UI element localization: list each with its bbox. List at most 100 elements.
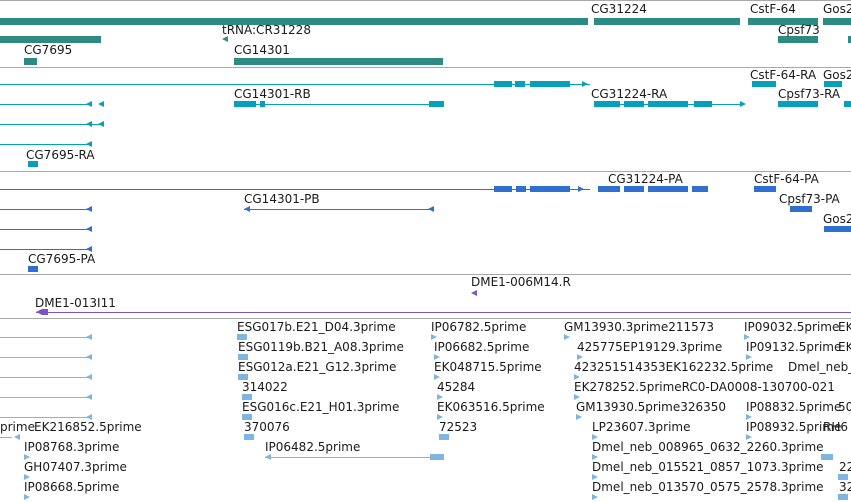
gene-feature-gos2[interactable]	[823, 18, 851, 25]
cds-exon-cpsf73[interactable]	[790, 206, 812, 212]
transcript-exon[interactable]	[648, 101, 688, 107]
transcript-label-gos2[interactable]: Gos2	[823, 68, 851, 82]
est-feature[interactable]	[744, 334, 750, 340]
est-label[interactable]: ESG016c.E21_H01.3prime	[242, 400, 400, 414]
est-feature[interactable]	[237, 334, 247, 340]
est-label[interactable]: IP06682.5prime	[434, 340, 530, 354]
cds-label-cg31224-pa[interactable]: CG31224-PA	[608, 172, 683, 186]
est-feature[interactable]	[574, 374, 580, 380]
transcript-exon[interactable]	[429, 101, 444, 107]
gene-feature-trna[interactable]	[222, 36, 228, 42]
cds-label-cpsf73-pa[interactable]: Cpsf73-PA	[779, 192, 840, 206]
est-feature[interactable]	[746, 434, 752, 440]
cds-exon[interactable]	[530, 186, 570, 192]
est-label[interactable]: 314022	[242, 380, 288, 394]
clone-feature-dme1-006m14[interactable]	[471, 290, 477, 296]
transcript-label-cg31224-ra[interactable]: CG31224-RA	[591, 87, 668, 101]
est-label[interactable]: EK048715.5prime	[434, 360, 542, 374]
transcript-exon[interactable]	[694, 101, 712, 107]
est-label[interactable]: ESG017b.E21_D04.3prime	[237, 320, 396, 334]
clone-label-dme1-013i11[interactable]: DME1-013I11	[35, 296, 116, 310]
est-label[interactable]: EK216852.5prime	[34, 420, 142, 434]
transcript-exon[interactable]	[515, 81, 525, 87]
est-label[interactable]: 45284	[437, 380, 476, 394]
est-label[interactable]: IP08668.5prime	[24, 480, 120, 494]
est-label[interactable]: 50	[838, 400, 851, 414]
cds-exon-cstf64[interactable]	[754, 186, 776, 192]
transcript-label-cstf64-ra[interactable]: CstF-64-RA	[750, 68, 817, 82]
est-label[interactable]: ESG012a.E21_G12.3prime	[238, 360, 397, 374]
cds-exon[interactable]	[692, 186, 708, 192]
est-feature[interactable]	[746, 354, 752, 360]
clone-label-dme1-006m14[interactable]: DME1-006M14.R	[471, 275, 571, 289]
est-label[interactable]: GM13930.3prime211573	[564, 320, 715, 334]
gene-label-cstf64[interactable]: CstF-64	[750, 2, 796, 16]
cds-exon-gos2[interactable]	[824, 226, 851, 232]
transcript-exon[interactable]	[530, 81, 570, 87]
est-label[interactable]: 423251514353EK162232.5prime	[574, 360, 774, 374]
gene-label-cg7695[interactable]: CG7695	[24, 43, 73, 57]
est-label[interactable]: IP09032.5prime	[744, 320, 840, 334]
est-feature[interactable]	[242, 414, 252, 420]
est-feature[interactable]	[430, 454, 444, 460]
est-feature[interactable]	[574, 394, 580, 400]
cds-exon[interactable]	[494, 186, 512, 192]
est-feature[interactable]	[434, 354, 440, 360]
transcript-label-cpsf73-ra[interactable]: Cpsf73-RA	[778, 87, 841, 101]
gene-label-trna[interactable]: tRNA:CR31228	[222, 23, 311, 37]
est-feature[interactable]	[576, 414, 582, 420]
gene-feature-cg14301[interactable]	[234, 58, 443, 65]
est-label[interactable]: EK	[838, 340, 851, 354]
est-feature[interactable]	[437, 394, 443, 400]
est-feature[interactable]	[592, 494, 598, 500]
cds-exon[interactable]	[516, 186, 526, 192]
transcript-exon[interactable]	[234, 101, 256, 107]
est-feature[interactable]	[592, 474, 598, 480]
est-feature[interactable]	[238, 354, 248, 360]
cds-label-gos2[interactable]: Gos2	[823, 212, 851, 226]
est-label[interactable]: LP23607.3prime	[592, 420, 691, 434]
clone-feature-dme1-013i11[interactable]	[36, 309, 42, 315]
transcript-exon-gos2-b[interactable]	[844, 101, 851, 107]
gene-label-cg31224[interactable]: CG31224	[591, 2, 647, 16]
gene-label-cg14301[interactable]: CG14301	[234, 43, 290, 57]
transcript-exon[interactable]	[594, 101, 620, 107]
cds-exon[interactable]	[598, 186, 620, 192]
est-label[interactable]: EK	[838, 320, 851, 334]
est-feature[interactable]	[244, 434, 254, 440]
est-label[interactable]: Dmel_neb_008965_0632_2260.3prime	[592, 440, 824, 454]
gene-feature-gos2-b[interactable]	[848, 36, 851, 43]
gene-label-cpsf73[interactable]: Cpsf73	[778, 23, 820, 37]
gene-feature-cpsf73[interactable]	[778, 36, 818, 43]
est-label[interactable]: IP08832.5prime	[746, 400, 842, 414]
cds-exon-cg7695[interactable]	[28, 266, 38, 272]
est-feature[interactable]	[437, 414, 443, 420]
est-feature[interactable]	[24, 454, 30, 460]
transcript-exon[interactable]	[494, 81, 512, 87]
est-feature[interactable]	[431, 334, 437, 340]
est-feature[interactable]	[838, 474, 848, 480]
est-feature[interactable]	[821, 454, 833, 460]
est-label[interactable]: IP09132.5prime	[746, 340, 842, 354]
est-feature[interactable]	[746, 414, 752, 420]
transcript-exon[interactable]	[624, 101, 644, 107]
cds-label-cg14301-pb[interactable]: CG14301-PB	[244, 192, 320, 206]
est-label[interactable]: Dmel_neb_013570_0575_2578.3prime	[592, 480, 824, 494]
est-feature[interactable]	[439, 434, 449, 440]
gene-feature-cg7695-upper[interactable]	[0, 36, 101, 43]
est-feature[interactable]	[592, 454, 598, 460]
est-feature[interactable]	[577, 354, 583, 360]
est-label[interactable]: IP08768.3prime	[24, 440, 120, 454]
transcript-label-cg7695-ra[interactable]: CG7695-RA	[26, 148, 95, 162]
est-label[interactable]: prime	[0, 420, 35, 434]
est-feature[interactable]	[24, 494, 30, 500]
est-label[interactable]: 72523	[439, 420, 478, 434]
cds-exon[interactable]	[624, 186, 644, 192]
transcript-exon-cpsf73[interactable]	[778, 101, 818, 107]
gene-feature-cg31224-b[interactable]	[594, 18, 740, 25]
est-feature[interactable]	[242, 394, 252, 400]
est-feature[interactable]	[434, 374, 440, 380]
est-label[interactable]: 22	[839, 460, 851, 474]
gene-feature-cstf64[interactable]	[748, 18, 818, 25]
est-label[interactable]: EK278252.5primeRC0-DA0008-130700-021	[574, 380, 835, 394]
